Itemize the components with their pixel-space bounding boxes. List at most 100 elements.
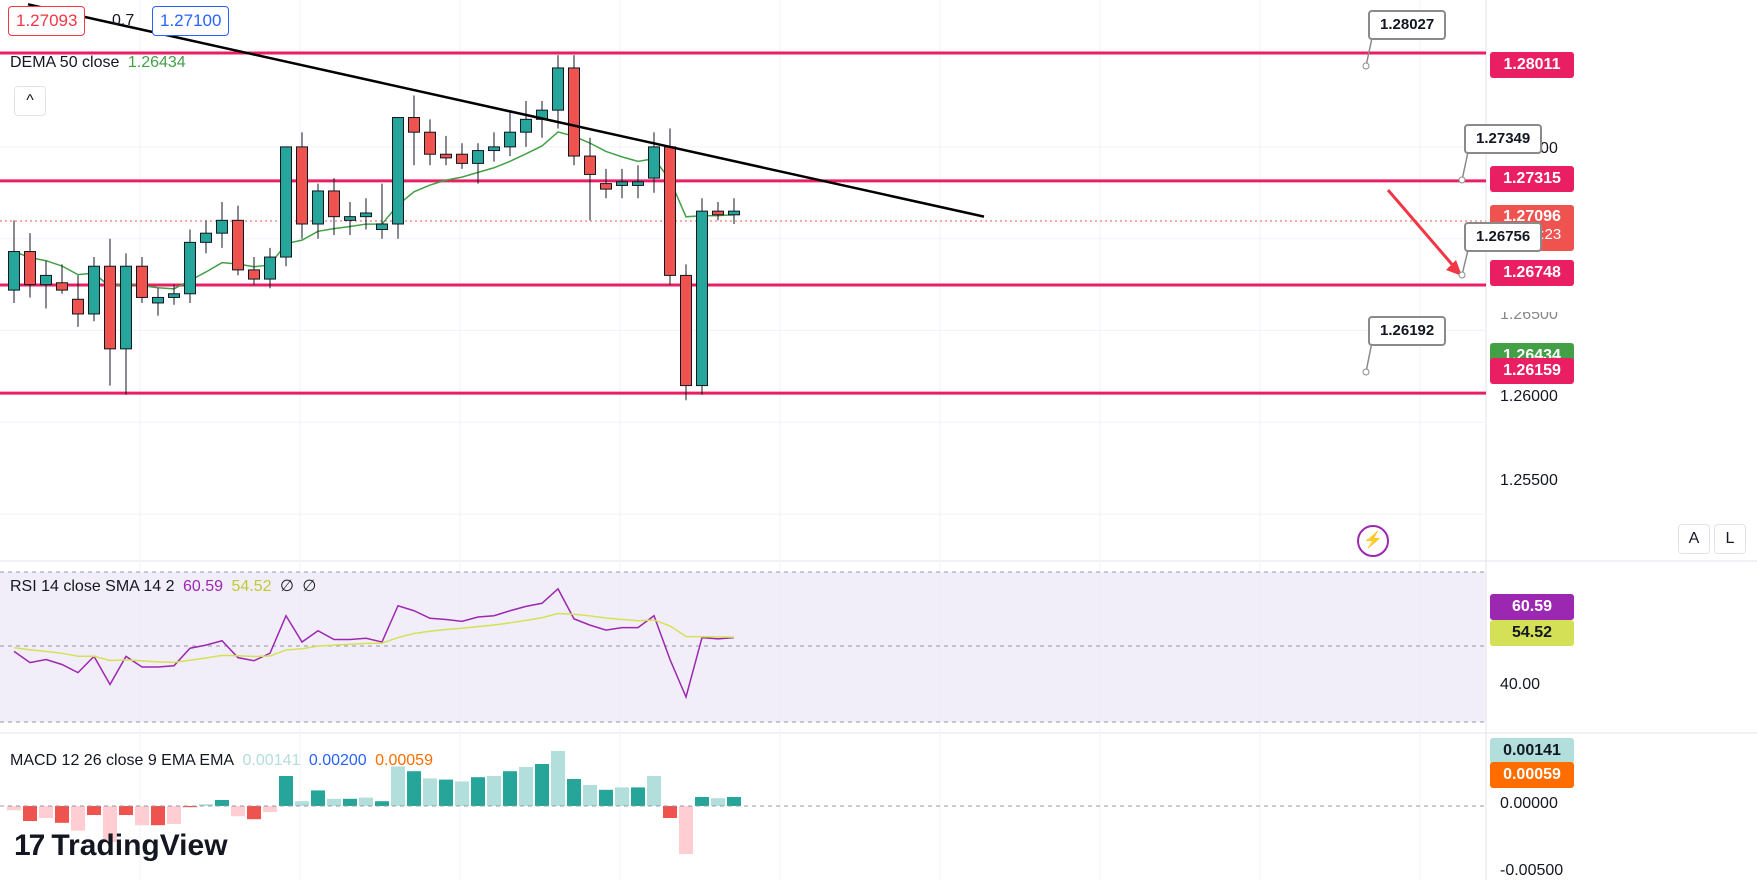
dema-legend-value: 1.26434 xyxy=(127,54,186,71)
callout-connector xyxy=(1461,151,1469,181)
macd-hist-bar xyxy=(455,781,469,806)
candle-body xyxy=(520,118,532,133)
rsi-line xyxy=(13,587,735,700)
bid-price[interactable]: 1.27093 xyxy=(8,6,86,36)
candle-body xyxy=(24,251,36,286)
candle-body xyxy=(120,265,132,350)
macd-tick-zero: 0.00000 xyxy=(1500,795,1558,812)
macd-hist-bar xyxy=(503,771,517,806)
macd-hist-bar xyxy=(119,806,133,815)
macd-hist-bar xyxy=(199,804,213,806)
rsi-tick-40: 40.00 xyxy=(1500,676,1541,693)
macd-hist-bar xyxy=(87,806,101,815)
log-scale-button[interactable]: L xyxy=(1714,524,1746,554)
macd-hist-bar xyxy=(391,766,405,806)
candle-body xyxy=(328,190,340,218)
callout-2[interactable]: 1.27349 xyxy=(1464,124,1543,154)
rsi-legend-null-2: ∅ xyxy=(302,578,317,595)
tradingview-logo-mark: 17 xyxy=(14,829,45,862)
macd-line-legend-value: 0.00200 xyxy=(308,752,367,769)
tradingview-logo: 17 TradingView xyxy=(14,828,228,864)
candle-body xyxy=(552,67,564,111)
macd-hist-bar xyxy=(583,785,597,806)
macd-hist-bar xyxy=(599,789,613,806)
macd-hist-bar xyxy=(151,806,165,826)
candle-body xyxy=(488,146,500,152)
candle-body xyxy=(424,131,436,155)
macd-hist-bar xyxy=(663,806,677,818)
callout-connector xyxy=(1461,249,1469,276)
macd-hist-bar xyxy=(647,776,661,806)
candle-body xyxy=(40,274,52,286)
callout-anchor xyxy=(1458,176,1466,184)
candle-body xyxy=(280,146,292,258)
candle-body xyxy=(72,298,84,315)
current-price-value: 1.27096 xyxy=(1503,208,1561,225)
trendline xyxy=(27,3,985,218)
candle-body xyxy=(648,146,660,179)
macd-hist-bar xyxy=(39,806,53,818)
candle-body xyxy=(232,219,244,271)
projection-arrow-head xyxy=(1446,260,1462,276)
candle-body xyxy=(184,241,196,295)
candle-body xyxy=(296,146,308,225)
macd-hist-bar xyxy=(695,797,709,806)
dema-legend[interactable]: DEMA 50 close 1.26434 xyxy=(10,54,190,72)
callout-3[interactable]: 1.26756 xyxy=(1464,222,1543,252)
macd-tick-neg: -0.00500 xyxy=(1500,862,1564,879)
candle-body xyxy=(216,219,228,234)
ask-price[interactable]: 1.27100 xyxy=(152,6,230,36)
auto-scale-button[interactable]: A xyxy=(1678,524,1710,554)
dema-legend-label: DEMA 50 close xyxy=(10,54,120,71)
candle-body xyxy=(56,282,68,291)
candle-body xyxy=(376,223,388,231)
candle-body xyxy=(632,181,644,186)
candle-body xyxy=(200,232,212,243)
macd-hist-bar xyxy=(535,764,549,806)
callout-connector xyxy=(1365,341,1373,373)
rsi-sma-tag: 54.52 xyxy=(1490,620,1574,646)
candle-body xyxy=(616,181,628,186)
macd-hist-bar xyxy=(631,787,645,806)
candle-body xyxy=(88,265,100,315)
macd-hist-bar xyxy=(7,806,21,811)
candle-body xyxy=(680,274,692,387)
rsi-sma-legend-value: 54.52 xyxy=(231,578,272,595)
macd-hist-bar xyxy=(519,767,533,806)
collapse-legend-button[interactable]: ^ xyxy=(14,86,46,116)
macd-hist-bar xyxy=(471,777,485,806)
macd-hist-bar xyxy=(263,806,277,812)
callout-anchor xyxy=(1362,62,1370,70)
callout-connector xyxy=(1365,37,1373,67)
rsi-legend[interactable]: RSI 14 close SMA 14 2 60.59 54.52 ∅ ∅ xyxy=(10,576,320,596)
candle-body xyxy=(456,153,468,164)
lightning-icon[interactable]: ⚡ xyxy=(1357,525,1389,557)
macd-hist-bar xyxy=(551,751,565,806)
candle-body xyxy=(104,265,116,350)
spread-value: 0.7 xyxy=(112,12,135,29)
macd-hist-bar xyxy=(215,800,229,806)
candle-body xyxy=(472,150,484,164)
callout-anchor xyxy=(1458,271,1466,279)
candle-body xyxy=(696,210,708,387)
candle-body xyxy=(136,265,148,298)
macd-hist-bar xyxy=(567,779,581,806)
macd-hist-bar xyxy=(183,806,197,808)
macd-hist-bar xyxy=(311,790,325,806)
macd-hist-bar xyxy=(407,771,421,806)
macd-hist-bar xyxy=(359,797,373,806)
rsi-legend-value: 60.59 xyxy=(182,578,224,595)
macd-hist-bar xyxy=(247,806,261,820)
candle-body xyxy=(408,117,420,133)
candle-body xyxy=(392,117,404,225)
callout-1[interactable]: 1.28027 xyxy=(1368,10,1447,40)
macd-hist-bar xyxy=(23,806,37,821)
callout-4[interactable]: 1.26192 xyxy=(1368,316,1447,346)
callout-anchor xyxy=(1362,368,1370,376)
rsi-sma-line xyxy=(13,612,735,664)
dema-line xyxy=(13,131,735,290)
macd-hist-bar xyxy=(343,798,357,806)
macd-legend[interactable]: MACD 12 26 close 9 EMA EMA 0.00141 0.002… xyxy=(10,752,437,770)
candle-body xyxy=(248,269,260,280)
